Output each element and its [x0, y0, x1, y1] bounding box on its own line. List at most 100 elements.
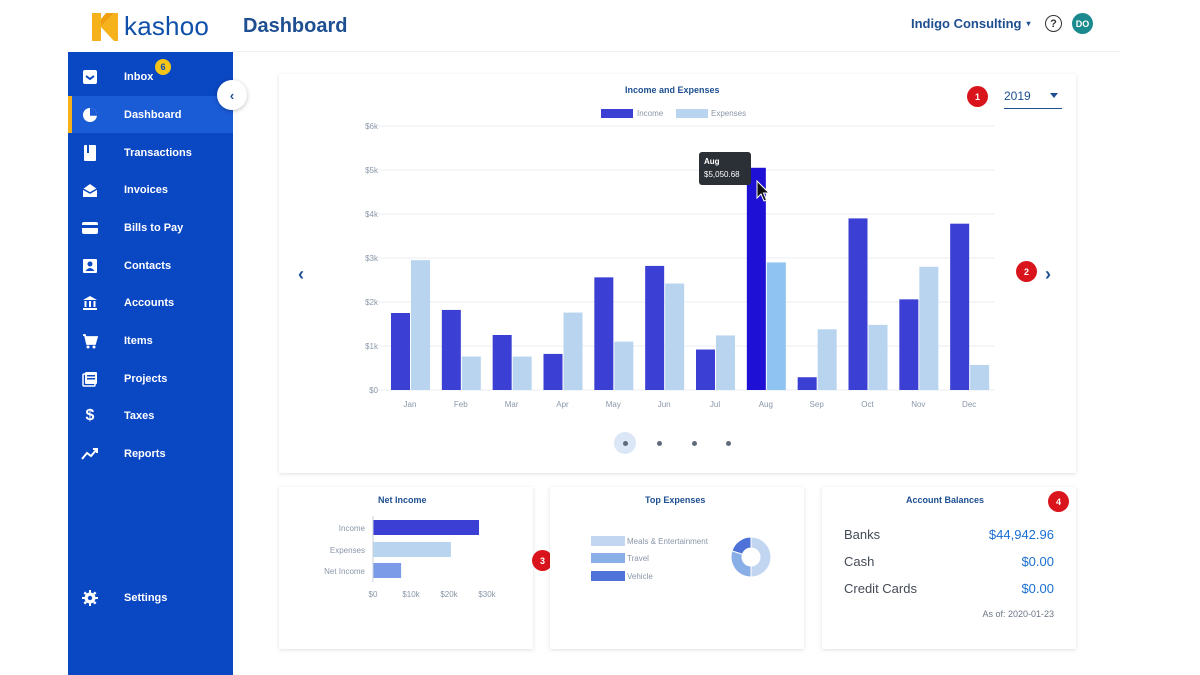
sidebar-item-transactions[interactable]: Transactions [68, 134, 233, 171]
legend-label-meals: Meals & Entertainment [627, 537, 708, 546]
x-tick-label: Apr [556, 400, 569, 409]
carousel-dot-2[interactable] [657, 441, 662, 446]
net-income-bar [373, 542, 451, 557]
sidebar-item-label: Reports [124, 447, 166, 460]
sidebar-item-reports[interactable]: Reports [68, 435, 233, 472]
expenses-bar [716, 335, 735, 390]
sidebar-item-label: Settings [124, 591, 168, 604]
user-initials: DO [1075, 18, 1090, 29]
kashoo-logo[interactable]: kashoo [92, 11, 209, 42]
legend-swatch-meals [591, 536, 625, 546]
donut-slice [730, 550, 752, 578]
legend-label-travel: Travel [627, 554, 649, 563]
chart-previous-button[interactable]: ‹ [298, 264, 304, 285]
y-tick-label: $4k [365, 210, 379, 219]
legend-swatch-income [601, 109, 633, 118]
x-tick-label: Aug [759, 400, 773, 409]
sidebar-item-bills-to-pay[interactable]: Bills to Pay [68, 209, 233, 246]
carousel-dot-1[interactable] [623, 441, 628, 446]
sidebar-item-label: Dashboard [124, 108, 182, 121]
expenses-bar [563, 312, 583, 390]
organization-name: Indigo Consulting [911, 16, 1022, 31]
sidebar-item-projects[interactable]: Projects [68, 360, 233, 397]
balance-label-cash: Cash [844, 554, 875, 569]
tooltip-month: Aug [704, 157, 720, 166]
tooltip-value: $5,050.68 [704, 170, 740, 179]
expenses-bar [461, 356, 481, 390]
balance-label-banks: Banks [844, 527, 881, 542]
sidebar-item-taxes[interactable]: $ Taxes [68, 397, 233, 434]
x-tick-label: $0 [369, 590, 378, 599]
balance-value-credit-cards[interactable]: $0.00 [1021, 581, 1054, 596]
inbox-count-badge: 6 [155, 59, 171, 75]
caret-down-icon [1050, 93, 1058, 98]
transactions-icon [81, 144, 99, 162]
projects-icon [81, 370, 99, 388]
expenses-bar [919, 266, 939, 390]
sidebar-item-label: Projects [124, 372, 168, 385]
x-tick-label: $30k [478, 590, 496, 599]
user-avatar[interactable]: DO [1072, 13, 1093, 34]
sidebar-item-label: Invoices [124, 183, 169, 196]
sidebar-item-label: Inbox [124, 70, 154, 83]
sidebar-item-accounts[interactable]: Accounts [68, 284, 233, 321]
income-bar [645, 265, 665, 390]
sidebar-item-settings[interactable]: Settings [68, 579, 233, 616]
income-bar [797, 377, 817, 390]
page-title: Dashboard [243, 15, 348, 37]
x-tick-label: Dec [962, 400, 976, 409]
collapse-sidebar-button[interactable]: ‹ [217, 80, 247, 110]
balance-value-banks[interactable]: $44,942.96 [988, 527, 1054, 542]
cart-icon [81, 332, 99, 350]
contacts-icon [81, 257, 99, 275]
legend-label-vehicle: Vehicle [627, 572, 653, 581]
chart-next-button[interactable]: › [1045, 264, 1051, 285]
organization-switcher[interactable]: Indigo Consulting ▾ [911, 16, 1031, 31]
step-marker-3: 3 [532, 550, 553, 571]
carousel-dot-3[interactable] [692, 441, 697, 446]
sidebar-item-label: Contacts [124, 259, 172, 272]
sidebar-item-label: Transactions [124, 146, 192, 159]
invoices-icon [81, 181, 99, 199]
carousel-dot-4[interactable] [726, 441, 731, 446]
sidebar: Inbox 6 Dashboard Transactions Invoices … [68, 52, 233, 675]
income-expenses-title: Income and Expenses [625, 85, 720, 95]
expenses-bar [665, 283, 685, 390]
year-select[interactable]: 2019 [1004, 87, 1062, 109]
income-bar [594, 277, 614, 390]
donut-slice [750, 536, 772, 578]
balance-label-credit-cards: Credit Cards [844, 581, 917, 596]
income-bar [696, 349, 715, 390]
net-income-title: Net Income [378, 495, 427, 505]
x-tick-label: May [606, 400, 621, 409]
sidebar-item-contacts[interactable]: Contacts [68, 247, 233, 284]
legend-label-expenses: Expenses [711, 109, 747, 118]
sidebar-item-items[interactable]: Items [68, 322, 233, 359]
sidebar-item-label: Taxes [124, 409, 155, 422]
net-income-bar [373, 563, 402, 578]
x-tick-label: $20k [440, 590, 458, 599]
legend-swatch-travel [591, 553, 625, 563]
sidebar-item-inbox[interactable]: Inbox 6 [68, 58, 233, 95]
net-income-card [279, 487, 533, 649]
help-icon[interactable]: ? [1045, 15, 1062, 32]
step-marker-4: 4 [1048, 491, 1069, 512]
expenses-bar [411, 260, 430, 390]
chart-tooltip: Aug $5,050.68 [699, 152, 751, 185]
bank-icon [81, 294, 99, 312]
x-tick-label: Oct [861, 400, 874, 409]
step-marker-2: 2 [1016, 261, 1037, 282]
sidebar-item-label: Items [124, 334, 153, 347]
sidebar-item-dashboard[interactable]: Dashboard [68, 96, 233, 133]
income-bar [950, 223, 970, 390]
chevron-left-icon: ‹ [229, 87, 235, 103]
income-bar [441, 309, 461, 390]
balance-value-cash[interactable]: $0.00 [1021, 554, 1054, 569]
chevron-left-icon: ‹ [298, 264, 304, 284]
x-tick-label: Sep [810, 400, 825, 409]
expenses-bar [512, 356, 532, 390]
gear-icon [81, 589, 99, 607]
sidebar-item-invoices[interactable]: Invoices [68, 171, 233, 208]
donut-slice [731, 536, 752, 555]
